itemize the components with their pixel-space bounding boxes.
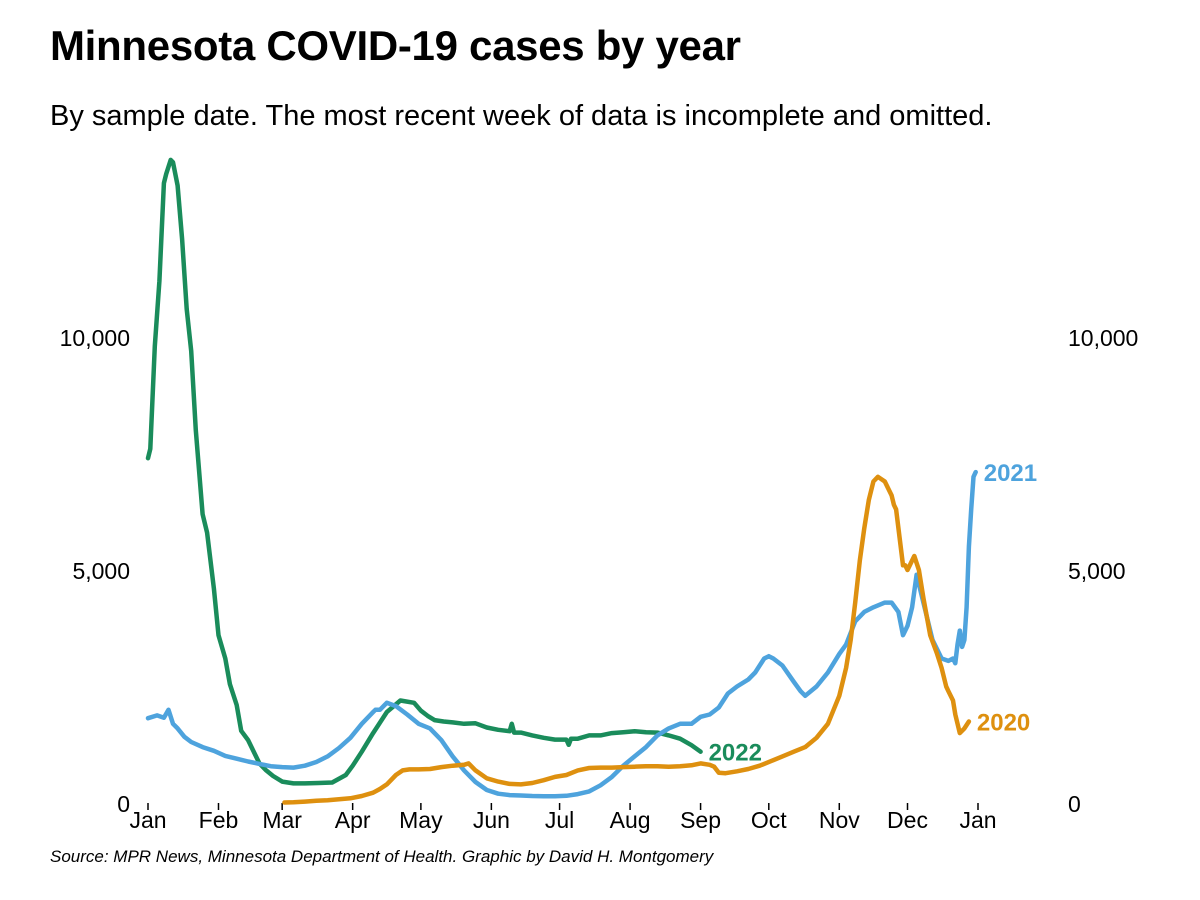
series-line-2020 xyxy=(282,474,972,805)
x-tick-label: May xyxy=(399,807,443,833)
chart-source: Source: MPR News, Minnesota Department o… xyxy=(50,847,714,866)
x-tick-label: Jul xyxy=(545,807,574,833)
y-tick-label-right: 5,000 xyxy=(1068,558,1126,584)
x-tick-label: Sep xyxy=(680,807,721,833)
series-layer xyxy=(145,157,978,805)
series-label-2022: 2022 xyxy=(709,740,762,767)
x-tick-label: Jan xyxy=(959,807,996,833)
axis-layer: 0 0 5,000 5,000 10,000 10,000 Jan Feb Mar Apr May J… xyxy=(60,325,1139,833)
x-tick-label: Mar xyxy=(262,807,302,833)
x-tick-label: Aug xyxy=(610,807,651,833)
x-tick-label: Apr xyxy=(335,807,371,833)
y-tick-label-left: 5,000 xyxy=(72,558,130,584)
y-tick-label-right: 10,000 xyxy=(1068,325,1138,351)
y-tick-label-left: 0 xyxy=(117,791,130,817)
x-tick-label: Jan xyxy=(129,807,166,833)
series-line-2022 xyxy=(145,157,703,786)
chart-title: Minnesota COVID-19 cases by year xyxy=(50,22,741,69)
y-tick-label-left: 10,000 xyxy=(60,325,130,351)
x-tick-label: Jun xyxy=(473,807,510,833)
x-tick-label: Oct xyxy=(751,807,787,833)
y-tick-label-right: 0 xyxy=(1068,791,1081,817)
series-label-2021: 2021 xyxy=(984,460,1037,487)
label-layer: 2022 2021 2020 xyxy=(709,460,1038,767)
x-tick-label: Dec xyxy=(887,807,928,833)
series-label-2020: 2020 xyxy=(977,709,1030,736)
chart-subtitle: By sample date. The most recent week of … xyxy=(50,100,993,132)
series-line-2021 xyxy=(145,469,978,799)
x-tick-label: Nov xyxy=(819,807,860,833)
x-tick-label: Feb xyxy=(199,807,239,833)
